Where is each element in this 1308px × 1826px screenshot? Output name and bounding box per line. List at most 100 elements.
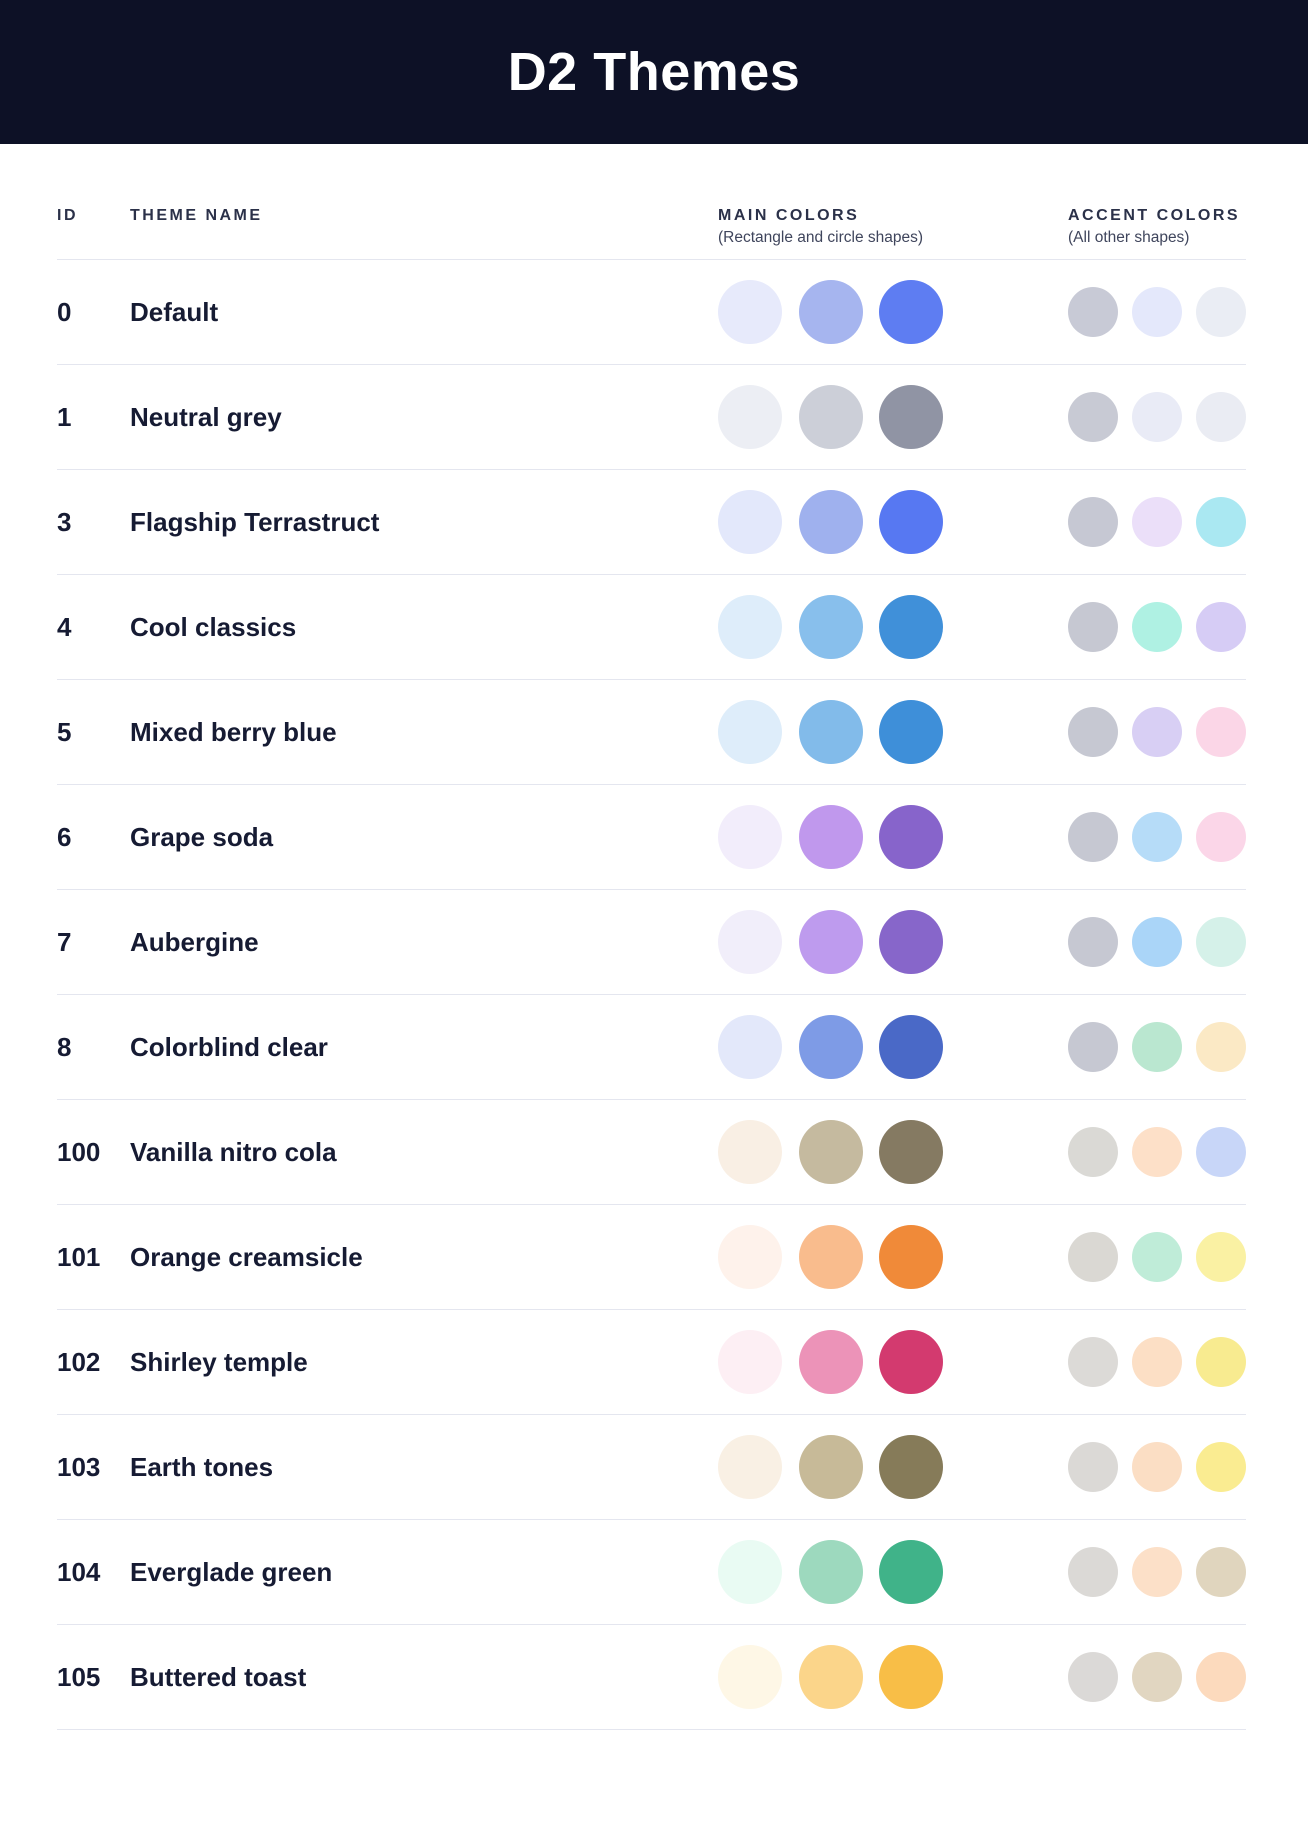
- theme-name: Grape soda: [130, 821, 274, 852]
- main-color-swatch-2: [798, 805, 863, 870]
- theme-row: 8 Colorblind clear: [57, 995, 1246, 1101]
- main-color-swatches: [718, 700, 943, 765]
- main-color-swatch-1: [718, 1120, 782, 1185]
- accent-color-swatch-3: [1196, 1232, 1246, 1283]
- main-color-swatch-3: [879, 910, 943, 975]
- main-color-swatch-3: [879, 700, 943, 765]
- theme-row: 100 Vanilla nitro cola: [57, 1100, 1246, 1206]
- accent-color-swatch-1: [1068, 497, 1118, 548]
- main-color-swatch-3: [879, 805, 943, 870]
- theme-id: 104: [57, 1556, 101, 1587]
- main-color-swatch-2: [798, 1435, 863, 1500]
- theme-id: 8: [57, 1031, 72, 1062]
- main-color-swatches: [718, 385, 943, 450]
- accent-color-swatch-1: [1068, 1022, 1118, 1073]
- main-color-swatch-1: [718, 595, 782, 660]
- table-header-row: ID THEME NAME MAIN COLORS (Rectangle and…: [57, 144, 1246, 261]
- column-header-theme-name-label: THEME NAME: [130, 207, 263, 224]
- theme-row: 101 Orange creamsicle: [57, 1205, 1246, 1311]
- accent-color-swatch-2: [1132, 392, 1182, 443]
- theme-name: Orange creamsicle: [130, 1241, 363, 1272]
- main-color-swatch-3: [879, 280, 943, 345]
- column-header-accent-colors-label: ACCENT COLORS: [1068, 207, 1241, 224]
- accent-color-swatch-1: [1068, 1652, 1118, 1703]
- theme-name: Earth tones: [130, 1451, 274, 1482]
- accent-color-swatch-3: [1196, 812, 1246, 863]
- accent-color-swatch-3: [1196, 917, 1246, 968]
- theme-name: Everglade green: [130, 1556, 333, 1587]
- theme-row: 7 Aubergine: [57, 890, 1246, 996]
- theme-row: 1 Neutral grey: [57, 365, 1246, 471]
- theme-row: 6 Grape soda: [57, 785, 1246, 891]
- main-color-swatch-1: [718, 1435, 782, 1500]
- main-color-swatch-1: [718, 1540, 782, 1605]
- theme-row: 4 Cool classics: [57, 575, 1246, 681]
- main-color-swatch-3: [879, 1120, 943, 1185]
- accent-color-swatches: [1068, 707, 1246, 758]
- theme-name: Flagship Terrastruct: [130, 506, 380, 537]
- accent-color-swatch-1: [1068, 812, 1118, 863]
- theme-name: Shirley temple: [130, 1346, 308, 1377]
- accent-color-swatches: [1068, 1547, 1246, 1598]
- theme-id: 101: [57, 1241, 101, 1272]
- accent-color-swatches: [1068, 1232, 1246, 1283]
- page-header-bar: D2 Themes: [0, 0, 1308, 144]
- main-color-swatch-3: [879, 1645, 943, 1710]
- accent-color-swatches: [1068, 917, 1246, 968]
- column-header-main-colors-subtitle: (Rectangle and circle shapes): [718, 229, 924, 247]
- column-header-main-colors: MAIN COLORS (Rectangle and circle shapes…: [718, 206, 943, 247]
- theme-id: 103: [57, 1451, 101, 1482]
- main-color-swatch-2: [798, 490, 863, 555]
- accent-color-swatch-3: [1196, 497, 1246, 548]
- accent-color-swatch-2: [1132, 1442, 1182, 1493]
- accent-color-swatch-2: [1132, 1022, 1182, 1073]
- accent-color-swatches: [1068, 1337, 1246, 1388]
- accent-color-swatch-2: [1132, 1337, 1182, 1388]
- column-header-accent-colors-subtitle: (All other shapes): [1068, 229, 1190, 247]
- main-color-swatch-2: [798, 1645, 863, 1710]
- theme-id: 105: [57, 1661, 101, 1692]
- theme-id: 3: [57, 506, 72, 537]
- accent-color-swatches: [1068, 497, 1246, 548]
- main-color-swatch-2: [798, 280, 863, 345]
- main-color-swatch-1: [718, 805, 782, 870]
- main-color-swatch-3: [879, 1015, 943, 1080]
- main-color-swatch-1: [718, 1330, 782, 1395]
- main-color-swatches: [718, 1435, 943, 1500]
- column-header-id-label: ID: [57, 207, 78, 224]
- accent-color-swatch-1: [1068, 392, 1118, 443]
- accent-color-swatch-2: [1132, 602, 1182, 653]
- accent-color-swatches: [1068, 1127, 1246, 1178]
- main-color-swatches: [718, 1330, 943, 1395]
- main-color-swatches: [718, 910, 943, 975]
- accent-color-swatches: [1068, 1652, 1246, 1703]
- accent-color-swatch-3: [1196, 1547, 1246, 1598]
- column-header-accent-colors: ACCENT COLORS (All other shapes): [1068, 206, 1246, 247]
- accent-color-swatches: [1068, 1022, 1246, 1073]
- main-color-swatch-2: [798, 1120, 863, 1185]
- accent-color-swatch-1: [1068, 602, 1118, 653]
- accent-color-swatch-1: [1068, 1127, 1118, 1178]
- accent-color-swatch-2: [1132, 1232, 1182, 1283]
- main-color-swatch-3: [879, 1540, 943, 1605]
- column-header-theme-name: THEME NAME: [130, 206, 718, 225]
- theme-name: Buttered toast: [130, 1661, 307, 1692]
- main-color-swatch-3: [879, 595, 943, 660]
- main-color-swatches: [718, 805, 943, 870]
- accent-color-swatch-2: [1132, 812, 1182, 863]
- themes-table: ID THEME NAME MAIN COLORS (Rectangle and…: [0, 144, 1308, 1731]
- theme-id: 4: [57, 611, 72, 642]
- accent-color-swatches: [1068, 602, 1246, 653]
- accent-color-swatch-2: [1132, 287, 1182, 338]
- column-header-main-colors-label: MAIN COLORS: [718, 207, 860, 224]
- main-color-swatch-1: [718, 1645, 782, 1710]
- accent-color-swatch-1: [1068, 287, 1118, 338]
- main-color-swatch-2: [798, 1015, 863, 1080]
- accent-color-swatch-3: [1196, 1652, 1246, 1703]
- theme-id: 1: [57, 401, 72, 432]
- main-color-swatch-2: [798, 595, 863, 660]
- accent-color-swatch-2: [1132, 497, 1182, 548]
- main-color-swatch-3: [879, 1225, 943, 1290]
- accent-color-swatch-1: [1068, 1547, 1118, 1598]
